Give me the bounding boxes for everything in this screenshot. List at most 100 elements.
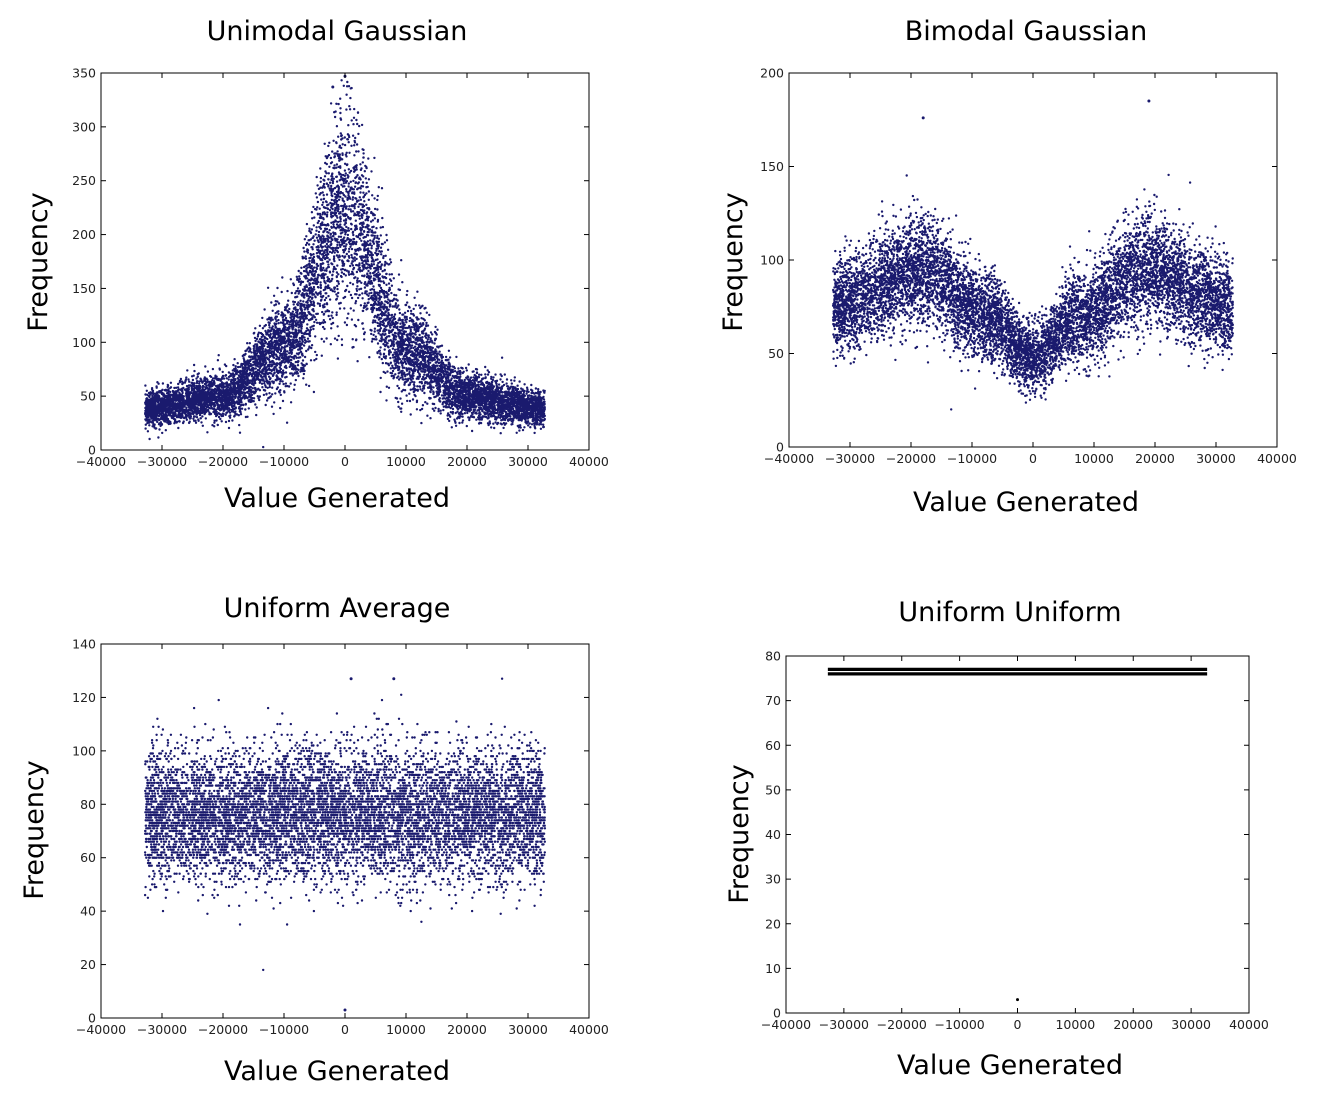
x-tick-label: 20000 (1135, 451, 1175, 466)
y-tick-label: 40 (765, 827, 781, 842)
y-tick-label: 40 (80, 904, 96, 919)
y-tick-label: 200 (760, 66, 784, 81)
x-tick-label: −40000 (764, 451, 814, 466)
x-tick-label: 20000 (1113, 1017, 1153, 1032)
chart-panel-unimodal: Unimodal Gaussian −40000 −30000 −20000 −100… (23, 16, 609, 514)
x-tick-label: −30000 (137, 1022, 187, 1037)
scatter-cloud (144, 79, 547, 449)
x-tick-label: 20000 (447, 1022, 487, 1037)
x-tick-label: 30000 (508, 1022, 548, 1037)
outlier-point (392, 677, 396, 681)
x-axis-label: Value Generated (897, 1050, 1123, 1081)
y-tick-label: 80 (765, 649, 781, 664)
x-tick-label: 10000 (1074, 451, 1114, 466)
x-tick-label: 40000 (569, 1022, 609, 1037)
x-tick-label: −40000 (76, 454, 126, 469)
outlier-point (349, 677, 353, 681)
chart-title: Bimodal Gaussian (905, 16, 1148, 47)
chart-title: Uniform Average (224, 593, 451, 624)
y-tick-label: 200 (72, 227, 96, 242)
y-tick-label: 30 (765, 872, 781, 887)
x-tick-label: −10000 (935, 1017, 985, 1032)
y-tick-label: 150 (760, 159, 784, 174)
y-tick-label: 250 (72, 173, 96, 188)
y-axis-ticks: 0 10 20 30 40 50 60 70 80 (765, 649, 1249, 1021)
outlier-point (1147, 99, 1151, 103)
x-tick-label: 40000 (1229, 1017, 1269, 1032)
scatter-cloud (831, 173, 1235, 411)
scatter-points (831, 99, 1235, 411)
outlier-point (921, 116, 925, 120)
y-tick-label: 20 (765, 916, 781, 931)
x-tick-label: −10000 (947, 451, 997, 466)
x-tick-label: −20000 (198, 1022, 248, 1037)
y-tick-label: 50 (768, 346, 784, 361)
y-axis-label: Frequency (23, 192, 54, 332)
y-axis-ticks: 0 50 100 150 200 250 300 350 (72, 66, 589, 458)
x-tick-label: 0 (341, 1022, 349, 1037)
x-tick-label: −30000 (137, 454, 187, 469)
x-tick-label: 10000 (386, 454, 426, 469)
x-tick-label: 10000 (1055, 1017, 1095, 1032)
x-tick-label: −40000 (76, 1022, 126, 1037)
x-tick-label: −20000 (886, 451, 936, 466)
chart-title: Unimodal Gaussian (207, 16, 468, 47)
outlier-point (331, 85, 335, 89)
y-tick-label: 100 (760, 253, 784, 268)
y-tick-label: 0 (88, 443, 96, 458)
scatter-points (827, 667, 1208, 1002)
y-tick-label: 10 (765, 961, 781, 976)
x-tick-label: −10000 (259, 1022, 309, 1037)
x-tick-label: −40000 (761, 1017, 811, 1032)
outlier-point (1016, 998, 1019, 1002)
y-axis-ticks: 0 20 40 60 80 100 120 140 (72, 637, 589, 1026)
y-tick-label: 140 (72, 637, 96, 652)
x-axis-label: Value Generated (913, 487, 1139, 518)
y-tick-label: 20 (80, 957, 96, 972)
x-tick-label: −30000 (825, 451, 875, 466)
y-axis-ticks: 0 50 100 150 200 (760, 66, 1277, 455)
y-tick-label: 50 (80, 389, 96, 404)
y-tick-label: 0 (776, 440, 784, 455)
scatter-cloud (143, 677, 547, 972)
x-axis-ticks: −40000 −30000 −20000 −10000 0 10000 20000 30000… (76, 644, 609, 1037)
y-axis-label: Frequency (718, 192, 749, 332)
chart-panel-uniform-average: Uniform Average −40000 −30000 −20000 −10000… (19, 593, 609, 1087)
x-tick-label: 30000 (1171, 1017, 1211, 1032)
y-tick-label: 350 (72, 66, 96, 81)
y-tick-label: 100 (72, 335, 96, 350)
x-axis-label: Value Generated (224, 1056, 450, 1087)
x-tick-label: 30000 (1196, 451, 1236, 466)
y-tick-label: 60 (80, 850, 96, 865)
y-tick-label: 0 (773, 1006, 781, 1021)
x-tick-label: 0 (1014, 1017, 1022, 1032)
x-axis-ticks: −40000 −30000 −20000 −10000 0 10000 20000 30000… (76, 73, 609, 469)
x-tick-label: −10000 (259, 454, 309, 469)
x-tick-label: 10000 (386, 1022, 426, 1037)
y-tick-label: 50 (765, 782, 781, 797)
chart-title: Uniform Uniform (898, 597, 1121, 628)
y-tick-label: 80 (80, 797, 96, 812)
x-tick-label: −30000 (819, 1017, 869, 1032)
y-tick-label: 70 (765, 693, 781, 708)
x-tick-label: 40000 (1257, 451, 1297, 466)
x-tick-label: 20000 (447, 454, 487, 469)
y-tick-label: 150 (72, 281, 96, 296)
y-tick-label: 300 (72, 119, 96, 134)
x-tick-label: 30000 (508, 454, 548, 469)
x-tick-label: 0 (341, 454, 349, 469)
x-tick-label: −20000 (198, 454, 248, 469)
y-axis-label: Frequency (724, 764, 755, 904)
y-tick-label: 60 (765, 738, 781, 753)
y-axis-label: Frequency (19, 760, 50, 900)
chart-panel-uniform-uniform: Uniform Uniform −40000 −30000 −20000 −10000… (724, 597, 1269, 1081)
x-tick-label: −20000 (877, 1017, 927, 1032)
chart-panel-bimodal: Bimodal Gaussian −40000 −30000 −20000 −1000… (718, 16, 1297, 518)
y-tick-label: 0 (88, 1011, 96, 1026)
y-tick-label: 120 (72, 690, 96, 705)
x-axis-label: Value Generated (224, 483, 450, 514)
x-axis-ticks: −40000 −30000 −20000 −10000 0 10000 20000 30000… (761, 656, 1269, 1032)
x-tick-label: 40000 (569, 454, 609, 469)
scatter-points (144, 74, 547, 449)
scatter-points (143, 677, 547, 1012)
